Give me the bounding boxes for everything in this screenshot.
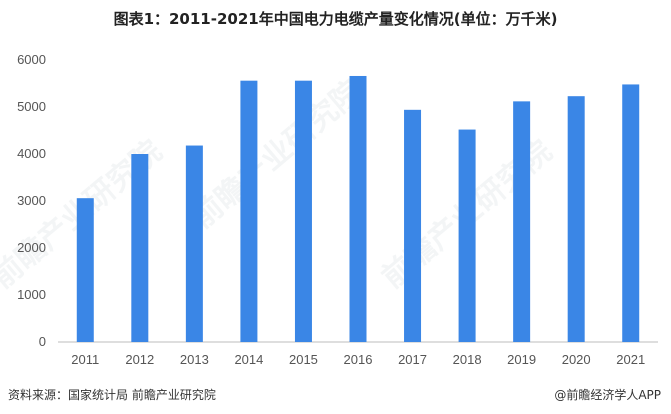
x-tick-label: 2017 (398, 352, 427, 367)
x-tick-label: 2020 (562, 352, 591, 367)
bar-2021 (622, 84, 640, 342)
y-tick-label: 0 (39, 334, 46, 349)
x-tick-label: 2016 (344, 352, 373, 367)
bar-2019 (513, 101, 531, 342)
x-tick-label: 2019 (507, 352, 536, 367)
x-tick-label: 2013 (180, 352, 209, 367)
source-note: 资料来源：国家统计局 前瞻产业研究院 (8, 388, 216, 402)
x-tick-label: 2021 (616, 352, 645, 367)
y-tick-label: 4000 (17, 146, 46, 161)
y-tick-label: 1000 (17, 287, 46, 302)
brand-credit: @前瞻经济学人APP (554, 388, 661, 402)
bar-2012 (131, 154, 149, 342)
chart-title: 图表1：2011-2021年中国电力电缆产量变化情况(单位：万千米) (113, 10, 558, 28)
bar-2015 (294, 80, 312, 343)
bar-2016 (349, 75, 367, 342)
y-tick-label: 3000 (17, 193, 46, 208)
x-tick-label: 2011 (71, 352, 99, 367)
x-tick-label: 2015 (289, 352, 318, 367)
y-tick-label: 6000 (17, 52, 46, 67)
bar-2014 (240, 80, 258, 343)
x-tick-label: 2014 (234, 352, 263, 367)
x-tick-label: 2018 (453, 352, 482, 367)
bar-2018 (458, 129, 476, 342)
y-tick-label: 2000 (17, 240, 46, 255)
bar-2011 (76, 198, 94, 342)
bar-2020 (567, 96, 585, 342)
bar-2017 (404, 109, 422, 342)
y-tick-label: 5000 (17, 99, 46, 114)
x-tick-label: 2012 (125, 352, 154, 367)
bar-2013 (185, 145, 203, 342)
